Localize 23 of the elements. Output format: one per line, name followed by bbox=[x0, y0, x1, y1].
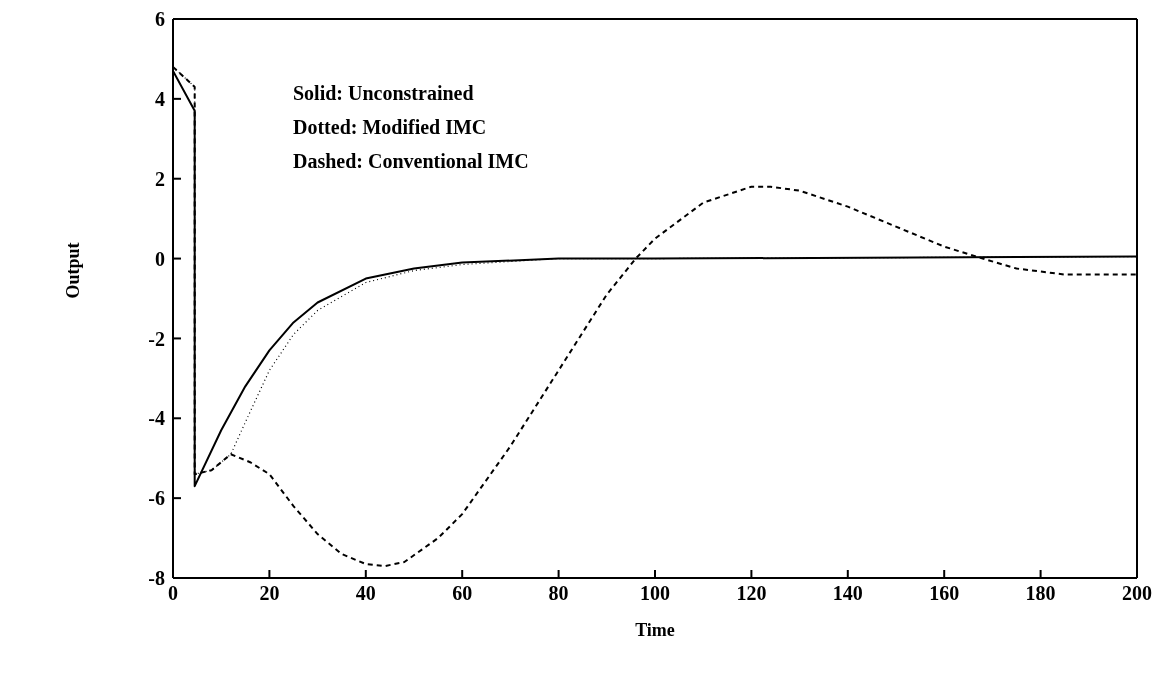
x-tick-label: 120 bbox=[736, 582, 767, 605]
annotation: Solid: Unconstrained bbox=[293, 81, 475, 106]
y-tick-label: 2 bbox=[155, 167, 165, 190]
y-tick-label: -2 bbox=[148, 327, 165, 350]
y-axis-title: Output bbox=[63, 242, 84, 299]
x-tick-label: 60 bbox=[452, 582, 473, 605]
y-tick-label: -4 bbox=[148, 407, 165, 430]
y-tick-label: 0 bbox=[155, 247, 165, 270]
x-tick-label: 40 bbox=[355, 582, 376, 605]
annotation: Dotted: Modified IMC bbox=[293, 115, 488, 140]
y-tick-label: -8 bbox=[148, 567, 165, 590]
y-tick-label: 4 bbox=[155, 87, 165, 110]
x-tick-label: 20 bbox=[259, 582, 280, 605]
x-tick-label: 160 bbox=[929, 582, 960, 605]
x-tick-label: 80 bbox=[548, 582, 569, 605]
x-tick-label: 180 bbox=[1025, 582, 1056, 605]
x-axis-title: Time bbox=[635, 620, 675, 640]
annotation: Dashed: Conventional IMC bbox=[293, 149, 529, 174]
x-tick-label: 200 bbox=[1122, 582, 1152, 605]
x-tick-label: 140 bbox=[832, 582, 863, 605]
y-tick-label: 6 bbox=[155, 8, 165, 31]
x-tick-label: 100 bbox=[640, 582, 670, 605]
y-tick-label: -6 bbox=[148, 487, 165, 510]
